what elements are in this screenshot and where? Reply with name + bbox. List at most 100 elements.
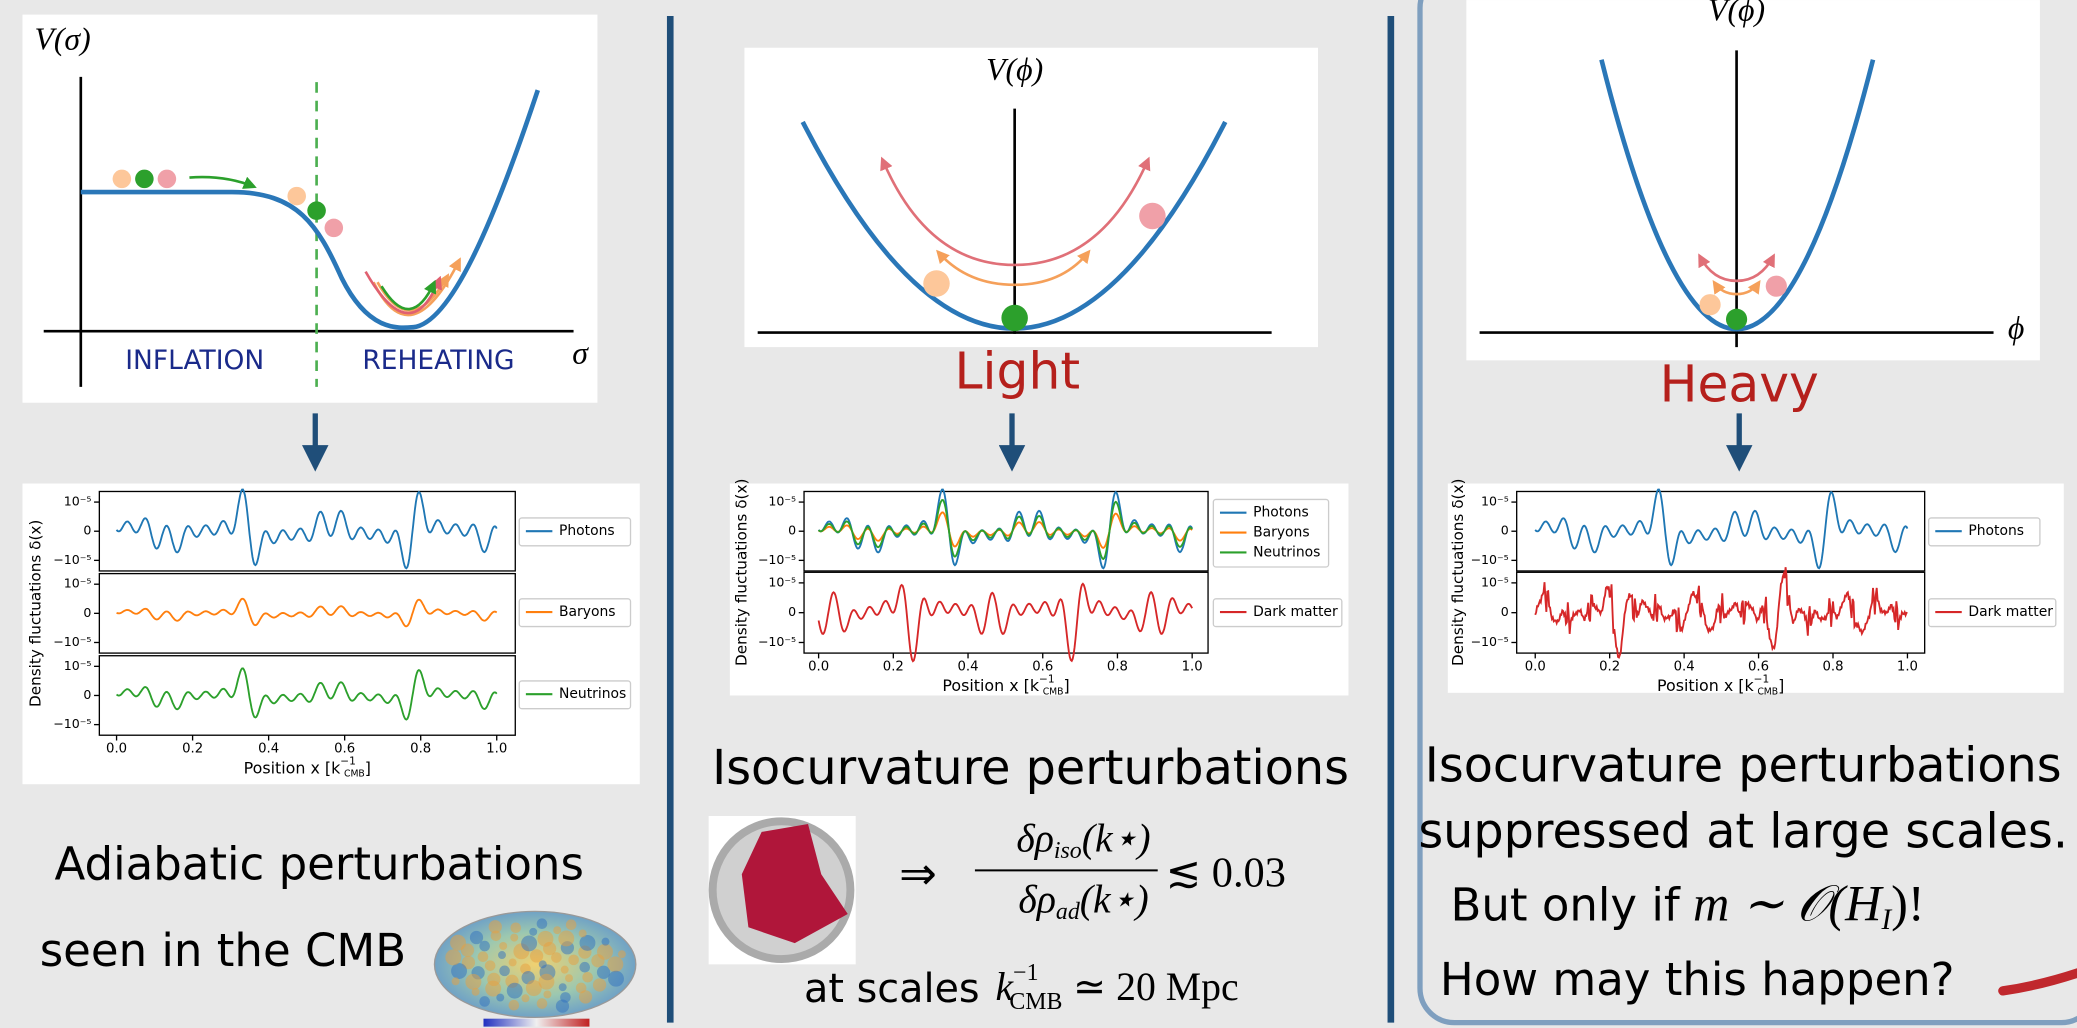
x-tick-label: 0.2	[883, 659, 904, 674]
text-part: m ∼ 𝒪(H	[1693, 875, 1884, 931]
axis-label: V(σ)	[34, 22, 90, 57]
y-tick-label: 0	[788, 604, 796, 619]
x-tick-label: 0.8	[1822, 659, 1843, 674]
cmb-spot	[608, 971, 624, 987]
cmb-spot	[521, 935, 537, 951]
cmb-spot	[507, 983, 523, 999]
text-part: δρ	[1018, 878, 1056, 922]
x-axis-label: Position x [k−1CMB]	[244, 756, 371, 779]
text-part: Position x [k	[942, 676, 1039, 695]
caption: suppressed at large scales.	[1418, 805, 2068, 860]
math: ⇒	[899, 847, 937, 900]
cmb-spot	[510, 922, 521, 933]
text-part: −1	[340, 756, 356, 768]
mass-label: Heavy	[1660, 355, 1819, 414]
x-tick-label: 0.8	[410, 741, 431, 756]
y-axis-label: Density fluctuations δ(x)	[1449, 479, 1467, 666]
legend-label: Dark matter	[1968, 604, 2053, 620]
cmb-spot	[537, 918, 548, 929]
y-tick-label: 0	[83, 523, 91, 538]
legend-label: Photons	[1968, 523, 2024, 539]
cmb-spot	[445, 949, 461, 965]
ball	[307, 201, 326, 220]
cmb-spot	[566, 919, 577, 930]
legend-label: Neutrinos	[559, 686, 626, 702]
legend-label: Dark matter	[1253, 604, 1338, 620]
x-tick-label: 0.2	[182, 741, 203, 756]
ball	[158, 170, 177, 189]
ball	[135, 170, 154, 189]
cmb-spot	[553, 926, 561, 934]
cmb-spot	[470, 931, 483, 944]
y-axis-label: Density fluctuations δ(x)	[732, 479, 750, 666]
y-tick-label: 10⁻⁵	[1481, 574, 1509, 589]
y-axis-label: Density fluctuations δ(x)	[26, 520, 44, 707]
cmb-spot	[529, 928, 537, 936]
text-part: −1	[1754, 674, 1770, 686]
legend-label: Neutrinos	[1253, 544, 1320, 560]
ball	[1766, 276, 1787, 297]
cmb-spot	[485, 960, 496, 971]
math: δρiso(k⋆)	[1016, 817, 1150, 865]
cmb-spot	[543, 990, 551, 998]
x-tick-label: 0.4	[258, 741, 279, 756]
cmb-spot	[450, 935, 466, 951]
x-tick-label: 0.0	[808, 659, 829, 674]
cmb-spot	[489, 920, 502, 933]
caption: How may this happen?	[1440, 953, 1955, 1006]
ball	[287, 187, 306, 206]
ball	[1726, 309, 1747, 330]
cmb-spot	[526, 980, 542, 996]
legend-label: Photons	[1253, 505, 1309, 521]
x-tick-label: 0.4	[1674, 659, 1695, 674]
axis-label: V(ϕ)	[1708, 0, 1765, 28]
cmb-spot	[561, 966, 569, 974]
text-part: ]	[1778, 676, 1784, 695]
x-tick-label: 0.0	[106, 741, 127, 756]
caption: Adiabatic perturbations	[55, 838, 584, 891]
y-tick-label: −10⁻⁵	[53, 716, 91, 731]
y-tick-label: 0	[1501, 604, 1509, 619]
cmb-spot	[498, 951, 506, 959]
legend-label: Baryons	[1253, 525, 1310, 541]
cmb-spot	[558, 931, 574, 947]
x-tick-label: 1.0	[486, 741, 507, 756]
text-part: −1	[1039, 674, 1055, 686]
cmb-spot	[579, 990, 592, 1003]
slide: V(σ)INFLATIONREHEATINGσV(ϕ)LightV(ϕ)ϕHea…	[0, 0, 2077, 1028]
cmb-spot	[579, 929, 587, 937]
cmb-spot	[451, 963, 467, 979]
cmb-spot	[499, 966, 510, 977]
potential-frame	[1466, 0, 2040, 360]
text-part: (k⋆)	[1080, 878, 1149, 922]
y-tick-label: 10⁻⁵	[768, 574, 796, 589]
y-tick-label: 0	[83, 687, 91, 702]
cmb-spot	[479, 996, 490, 1007]
text-part: CMB	[1043, 686, 1064, 697]
text-part: CMB	[344, 768, 365, 779]
cmb-spot	[538, 931, 554, 947]
x-tick-label: 0.2	[1599, 659, 1620, 674]
cmb-spot	[580, 935, 596, 951]
text-part: δρ	[1016, 817, 1054, 861]
axis-label: σ	[572, 336, 589, 371]
math: δρad(k⋆)	[1018, 878, 1148, 926]
text-part: Position x [k	[1657, 676, 1754, 695]
cmb-spot	[530, 949, 543, 962]
y-tick-label: 10⁻⁵	[1481, 494, 1509, 509]
x-tick-label: 0.6	[334, 741, 355, 756]
x-tick-label: 0.4	[957, 659, 978, 674]
cmb-spot	[602, 938, 610, 946]
ball	[1139, 203, 1165, 229]
axis-label: ϕ	[2008, 310, 2024, 345]
cmb-spot	[565, 974, 573, 982]
cmb-spot	[478, 951, 489, 962]
caption: Isocurvature perturbations	[1425, 738, 2062, 793]
y-tick-label: −10⁻⁵	[53, 552, 91, 567]
text-part: ]	[365, 758, 371, 777]
text-part: ad	[1056, 900, 1080, 926]
x-tick-label: 1.0	[1182, 659, 1203, 674]
mass-label: Light	[955, 341, 1081, 400]
